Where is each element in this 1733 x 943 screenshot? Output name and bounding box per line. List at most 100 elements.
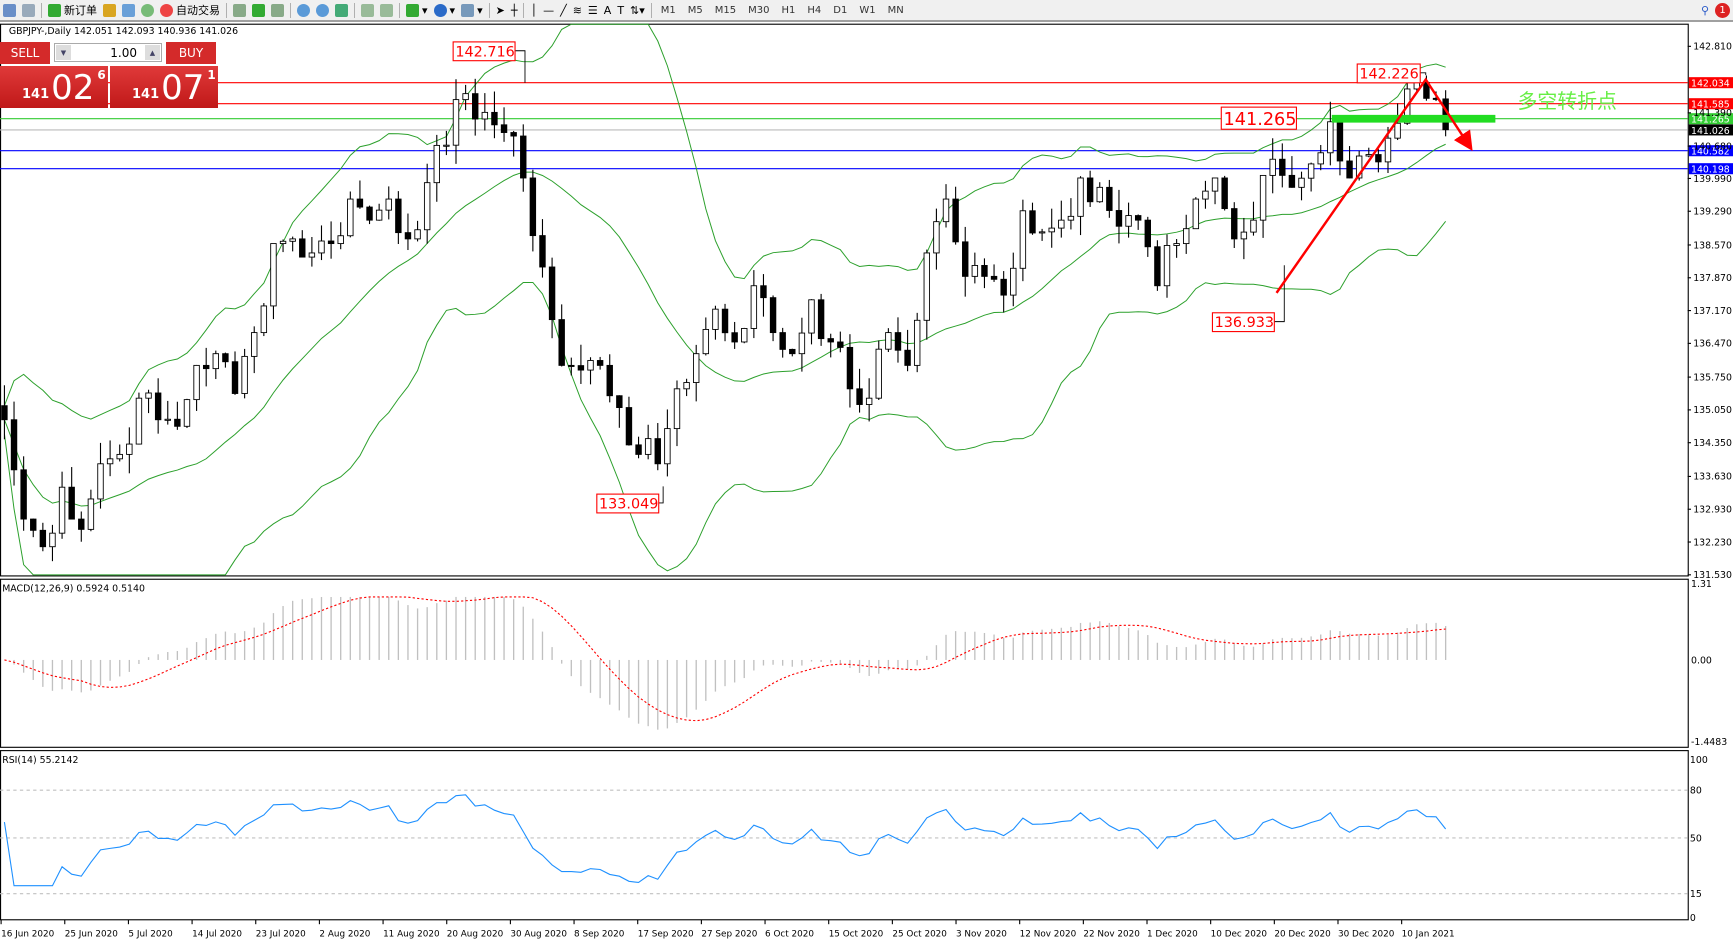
candle: [760, 285, 767, 299]
candle: [865, 397, 873, 405]
crosshair-icon: ┼: [510, 3, 518, 17]
fibonacci-button[interactable]: ☰: [585, 1, 601, 19]
price-tag: [1688, 145, 1733, 157]
date-axis-label: 10 Dec 2020: [1211, 929, 1268, 939]
trendline-button[interactable]: ╱: [557, 1, 570, 19]
search-icon: ⚲: [1700, 3, 1709, 17]
timeframe-m1[interactable]: M1: [660, 4, 676, 16]
cursor-icon: ➤: [495, 3, 505, 17]
cursor-button[interactable]: ➤: [493, 1, 508, 19]
increase-lot-button[interactable]: ▲: [145, 45, 160, 60]
chart-shift-icon: [380, 3, 393, 17]
price-tag-label: 140.582: [1691, 147, 1730, 158]
zoom-out-button[interactable]: [313, 1, 332, 19]
candle: [606, 364, 613, 397]
profile-button[interactable]: [0, 1, 19, 19]
pivot-price-label-box[interactable]: [1220, 106, 1297, 130]
chart-canvas[interactable]: 142.034141.585141.265141.026140.582140.1…: [0, 22, 1733, 943]
templates-button[interactable]: ▾: [458, 1, 486, 19]
experts-button[interactable]: [119, 1, 138, 19]
metaeditor-button[interactable]: [100, 1, 119, 19]
candle: [731, 332, 738, 343]
pivot-text: 多空转折点: [1517, 90, 1616, 113]
candle: [472, 93, 479, 120]
candle: [241, 355, 248, 394]
buy-price[interactable]: 141 07 1: [110, 66, 218, 108]
rsi-axis-label: 80: [1690, 786, 1702, 797]
trend-arrow[interactable]: [1275, 77, 1473, 294]
buy-price-pip: 1: [207, 68, 216, 82]
candle: [1115, 210, 1123, 227]
sell-button[interactable]: SELL: [0, 42, 50, 64]
tile-icon: [335, 3, 348, 17]
signals-button[interactable]: [138, 1, 157, 19]
candle: [1288, 174, 1296, 188]
high-label-1-box[interactable]: [452, 41, 516, 62]
candle: [817, 299, 825, 340]
price-axis-label: 132.930: [1693, 505, 1732, 516]
candle-chart-button[interactable]: [249, 1, 268, 19]
line-chart-button[interactable]: [268, 1, 287, 19]
search-button[interactable]: ⚲: [1698, 1, 1712, 19]
timeframe-h4[interactable]: H4: [807, 4, 822, 16]
macd-axis-label: -1.4483: [1691, 737, 1727, 748]
arrows-button[interactable]: ⇅▾: [627, 1, 648, 19]
text-button[interactable]: A: [601, 1, 615, 19]
pivot-zone-bar[interactable]: [1331, 114, 1496, 123]
vertical-line-button[interactable]: │: [527, 1, 540, 19]
decrease-lot-button[interactable]: ▼: [56, 45, 71, 60]
expert-icon: [122, 3, 135, 17]
timeframe-m15[interactable]: M15: [714, 4, 737, 16]
clock-icon: [433, 3, 447, 17]
rsi-axis-label: 50: [1690, 833, 1702, 844]
divider: [399, 2, 400, 18]
divider: [523, 2, 525, 18]
bar-chart-button[interactable]: [230, 1, 249, 19]
candle: [1365, 154, 1372, 157]
notifications-button[interactable]: 1: [1712, 1, 1733, 19]
low-label-1-box[interactable]: [596, 493, 660, 514]
date-axis-label: 2 Aug 2020: [319, 929, 370, 939]
candle: [49, 532, 56, 548]
candle: [1000, 278, 1007, 296]
chart-shift-button[interactable]: [377, 1, 396, 19]
candle: [58, 486, 66, 534]
periods-button[interactable]: ▾: [431, 1, 459, 19]
candle: [654, 438, 661, 465]
rsi-axis-label: 15: [1690, 889, 1702, 900]
low-label-2-box[interactable]: [1211, 312, 1275, 333]
price-tag: [1688, 77, 1733, 89]
buy-button[interactable]: BUY: [166, 42, 216, 64]
timeframe-m5[interactable]: M5: [687, 4, 703, 16]
candle: [87, 498, 95, 530]
timeframe-h1[interactable]: H1: [781, 4, 796, 16]
high-label-2-box[interactable]: [1356, 63, 1421, 84]
candle: [721, 308, 729, 334]
candle: [837, 341, 844, 348]
date-axis-label: 6 Oct 2020: [765, 929, 814, 939]
sell-price[interactable]: 141 02 6: [0, 66, 108, 108]
channel-button[interactable]: ≋: [570, 1, 585, 19]
timeframe-d1[interactable]: D1: [833, 4, 848, 16]
autoscroll-button[interactable]: [358, 1, 377, 19]
candlestick-icon: [252, 3, 265, 17]
timeframe-w1[interactable]: W1: [859, 4, 876, 16]
auto-trading-button[interactable]: 自动交易: [157, 1, 223, 19]
lot-size-value[interactable]: 1.00: [110, 45, 137, 60]
date-axis-label: 27 Sep 2020: [701, 929, 757, 939]
indicators-button[interactable]: ▾: [403, 1, 431, 19]
timeframe-m30[interactable]: M30: [748, 4, 770, 16]
timeframe-mn[interactable]: MN: [887, 4, 904, 16]
crosshair-button[interactable]: ┼: [508, 1, 521, 19]
zoom-window-button[interactable]: [19, 1, 38, 19]
candle: [971, 265, 979, 277]
candle: [1279, 158, 1286, 176]
label-button[interactable]: T: [614, 1, 627, 19]
zoom-in-button[interactable]: [294, 1, 313, 19]
new-order-button[interactable]: 新订单: [45, 1, 100, 19]
candle: [664, 428, 671, 465]
horizontal-line-button[interactable]: —: [540, 1, 557, 19]
lot-size-stepper[interactable]: ▼ 1.00 ▲: [54, 43, 162, 62]
trendline-icon: ╱: [560, 3, 567, 17]
tile-windows-button[interactable]: [332, 1, 351, 19]
